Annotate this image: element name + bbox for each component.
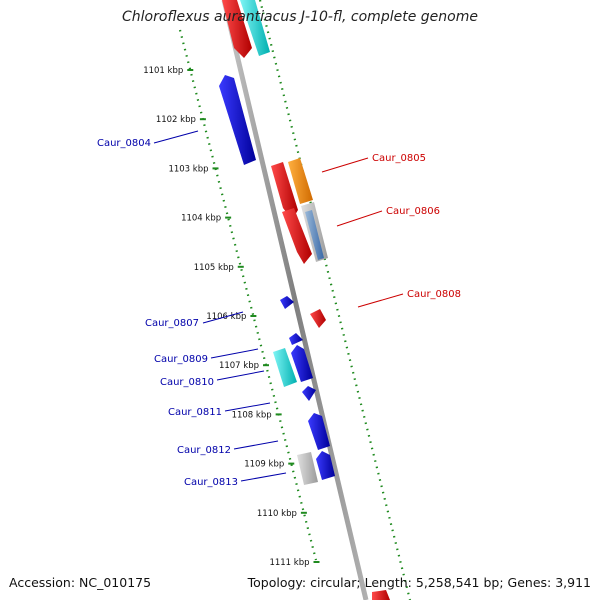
label-leader-line: [210, 348, 259, 359]
tick-label: 1104 kbp: [181, 214, 221, 224]
gene-reverse-small-a[interactable]: [280, 296, 294, 309]
tick-marks: 1101 kbp 1102 kbp 1103 kbp 1104 kbp 1105 kbp…: [143, 66, 320, 568]
gene-label[interactable]: Caur_0804: [97, 138, 151, 149]
label-leader-line: [216, 370, 265, 381]
tick-label: 1107 kbp: [219, 361, 259, 371]
tick-label: 1101 kbp: [143, 66, 183, 76]
tick-label: 1108 kbp: [232, 410, 272, 420]
label-leader-line: [224, 402, 271, 412]
gene-forward-red-b[interactable]: [282, 208, 312, 264]
forward-genes: [222, 0, 390, 600]
gene-label[interactable]: Caur_0812: [177, 445, 231, 456]
gene-labels: Caur_0805 Caur_0806 Caur_0808 Caur_0804 Caur…: [97, 130, 461, 488]
gene-label[interactable]: Caur_0810: [160, 377, 214, 388]
gene-label[interactable]: Caur_0806: [386, 206, 440, 217]
genome-summary-text: Topology: circular; Length: 5,258,541 bp…: [247, 575, 591, 590]
gene-label[interactable]: Caur_0809: [154, 354, 208, 365]
label-leader-line: [336, 210, 383, 227]
gene-label[interactable]: Caur_0808: [407, 289, 461, 300]
tick-label: 1109 kbp: [244, 460, 284, 470]
gene-forward-bottom-red[interactable]: [372, 590, 390, 600]
gene-reverse-cyan[interactable]: [273, 348, 297, 387]
label-leader-line: [321, 157, 369, 173]
gene-label[interactable]: Caur_0807: [145, 318, 199, 329]
label-leader-line: [202, 311, 244, 324]
tick-label: 1103 kbp: [168, 164, 208, 174]
gene-reverse-grey[interactable]: [297, 452, 318, 485]
gene-label[interactable]: Caur_0813: [184, 477, 238, 488]
page-title: Chloroflexus aurantiacus J-10-fl, comple…: [122, 9, 478, 25]
gene-forward-blue-grey[interactable]: [305, 210, 324, 260]
tick-label: 1110 kbp: [257, 509, 297, 519]
tick-label: 1105 kbp: [194, 263, 234, 273]
gene-label[interactable]: Caur_0811: [168, 407, 222, 418]
gene-label[interactable]: Caur_0805: [372, 153, 426, 164]
gene-reverse-small-b[interactable]: [289, 333, 303, 345]
tick-label: 1102 kbp: [156, 115, 196, 125]
gene-reverse-e[interactable]: [316, 451, 335, 480]
label-leader-line: [357, 293, 404, 308]
gene-reverse-d[interactable]: [308, 413, 330, 450]
tick-label: 1111 kbp: [269, 558, 309, 568]
label-leader-line: [240, 472, 287, 482]
gene-forward-orange[interactable]: [288, 158, 313, 204]
accession-text: Accession: NC_010175: [9, 575, 152, 590]
gene-forward-top-cyan[interactable]: [240, 0, 270, 56]
label-leader-line: [153, 130, 199, 144]
genome-backbone: [221, 0, 369, 601]
gene-reverse-large[interactable]: [219, 75, 256, 165]
gene-reverse-medium[interactable]: [291, 345, 313, 382]
reverse-genes: [219, 75, 335, 485]
gene-reverse-small-c[interactable]: [302, 386, 316, 401]
gene-forward-red-a[interactable]: [271, 162, 298, 220]
gene-forward-red-small[interactable]: [310, 309, 326, 328]
label-leader-line: [233, 440, 279, 450]
gene-forward-top-red[interactable]: [222, 0, 252, 58]
